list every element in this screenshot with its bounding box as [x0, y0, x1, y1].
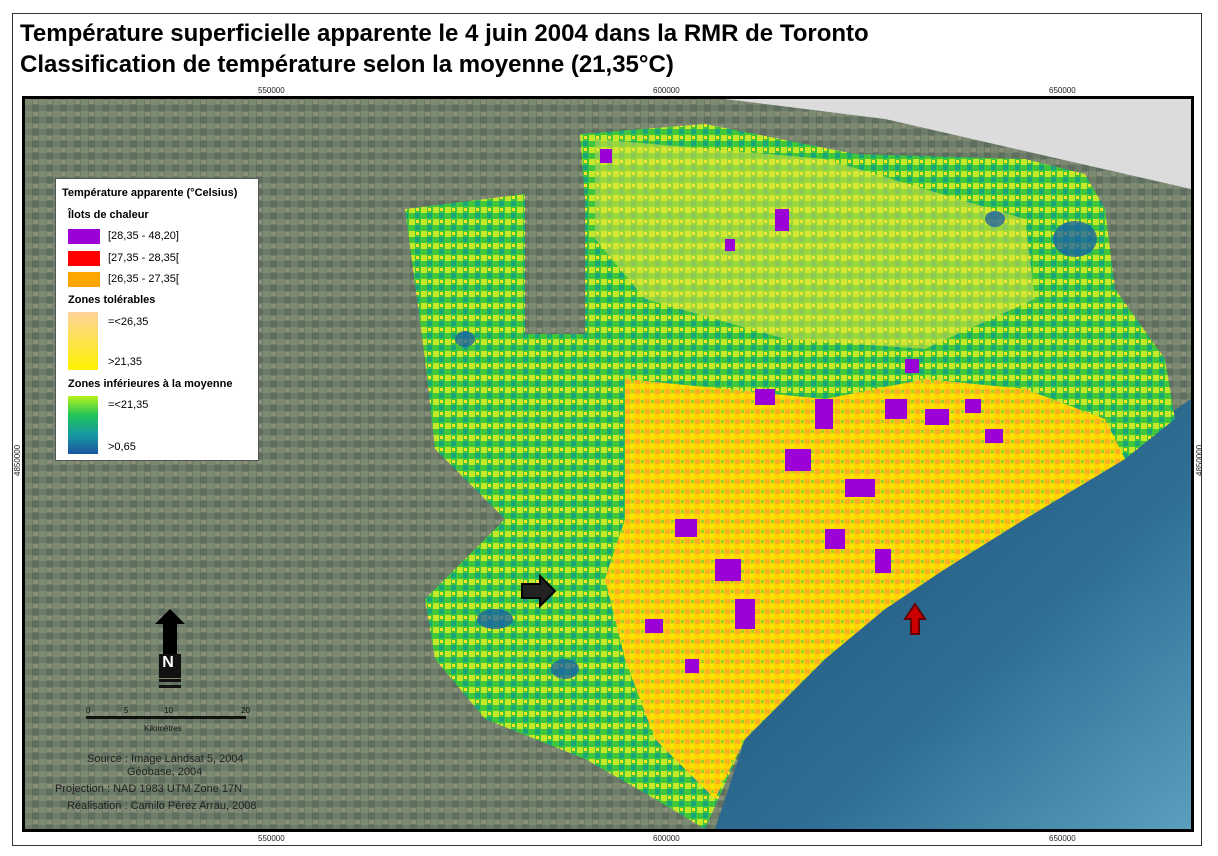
legend-tolerable-top: =<26,35 — [108, 316, 149, 328]
credit-source-2: Géobase, 2004 — [127, 766, 203, 778]
credit-realisation: Réalisation : Camilo Pérez Arrau, 2008 — [67, 800, 257, 812]
scale-bar-line — [86, 716, 246, 719]
legend-below-title: Zones inférieures à la moyenne — [68, 378, 233, 390]
legend-swatch-heat-2 — [68, 251, 100, 266]
legend-tolerable-title: Zones tolérables — [68, 294, 156, 306]
legend-swatch-heat-3 — [68, 272, 100, 287]
classified-region-tolerable — [605, 379, 1125, 799]
legend-swatch-heat-1 — [68, 229, 100, 244]
scale-label-10: 10 — [164, 706, 173, 715]
north-arrow — [155, 609, 185, 688]
arrow-marker-red — [903, 602, 927, 635]
heat-islands — [600, 149, 1003, 673]
north-label: N — [162, 654, 174, 671]
grid-label-top-2: 600000 — [653, 86, 680, 95]
legend-label-heat-1: [28,35 - 48,20] — [108, 230, 179, 242]
credit-projection: Projection : NAD 1983 UTM Zone 17N — [55, 783, 243, 795]
excluded-area — [525, 189, 583, 319]
map-graphic — [25, 99, 1191, 829]
classified-region-north — [595, 139, 1035, 349]
legend: Température apparente (°Celsius) Îlots d… — [55, 178, 259, 461]
legend-gradient-below — [68, 396, 98, 454]
scale-unit: Kilomètres — [144, 724, 182, 733]
legend-title: Température apparente (°Celsius) — [62, 187, 238, 199]
legend-below-bottom: >0,65 — [108, 441, 136, 453]
lake-ontario — [715, 399, 1191, 829]
map-subtitle: Classification de température selon la m… — [20, 51, 674, 78]
arrow-marker-black — [521, 573, 557, 609]
grid-label-top-1: 550000 — [258, 86, 285, 95]
scale-label-20: 20 — [241, 706, 250, 715]
map-title: Température superficielle apparente le 4… — [20, 20, 869, 47]
grid-label-bottom-1: 550000 — [258, 834, 285, 843]
legend-heat-title: Îlots de chaleur — [68, 209, 149, 221]
legend-gradient-tolerable — [68, 312, 98, 370]
grid-label-right: 4850000 — [1195, 444, 1204, 476]
legend-label-heat-3: [26,35 - 27,35[ — [108, 273, 179, 285]
grid-label-bottom-2: 600000 — [653, 834, 680, 843]
no-data-area — [725, 99, 1191, 189]
grid-label-bottom-3: 650000 — [1049, 834, 1076, 843]
cold-zones — [455, 211, 1097, 679]
grid-label-left: 4850000 — [13, 444, 22, 476]
legend-below-top: =<21,35 — [108, 399, 149, 411]
credit-source: Source : Image Landsat 5, 2004 — [87, 753, 244, 765]
grid-label-top-3: 650000 — [1049, 86, 1076, 95]
map-canvas[interactable] — [22, 96, 1194, 832]
scale-label-0: 0 — [86, 706, 91, 715]
scale-bar: 0 5 10 20 Kilomètres — [86, 706, 256, 746]
scale-label-5: 5 — [124, 706, 129, 715]
legend-tolerable-bottom: >21,35 — [108, 356, 142, 368]
legend-label-heat-2: [27,35 - 28,35[ — [108, 252, 179, 264]
